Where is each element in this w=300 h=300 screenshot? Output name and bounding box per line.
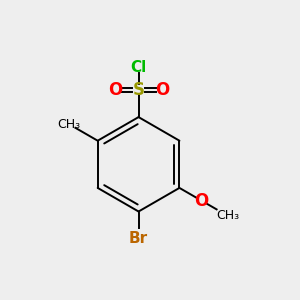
Text: CH₃: CH₃ [216, 209, 239, 222]
Text: Cl: Cl [130, 60, 147, 75]
Text: O: O [195, 192, 209, 210]
Text: O: O [108, 81, 122, 99]
Text: O: O [155, 81, 169, 99]
Text: Br: Br [129, 231, 148, 246]
Text: S: S [133, 81, 145, 99]
Text: CH₃: CH₃ [58, 118, 81, 131]
